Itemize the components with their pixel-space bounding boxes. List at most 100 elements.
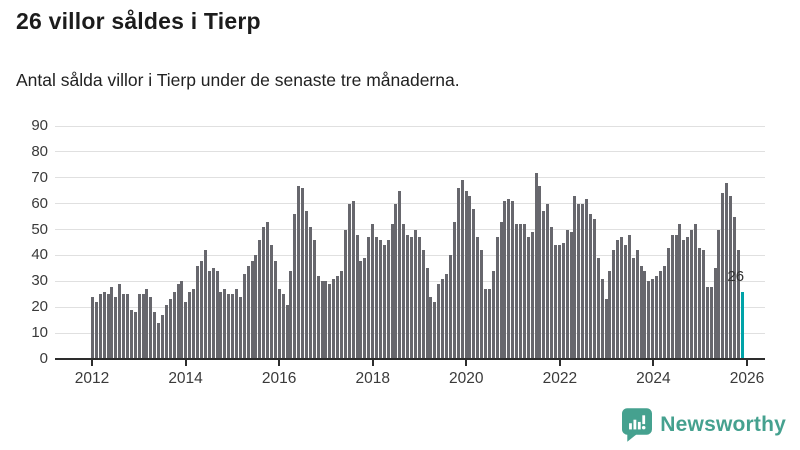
bar [301,188,305,359]
bar [371,224,375,359]
bar [526,237,530,359]
bar [281,294,285,359]
x-axis-label: 2016 [261,370,297,387]
bar [293,214,297,359]
bar [592,219,596,359]
bar [736,250,740,359]
x-axis-label: 2012 [74,370,110,387]
bar [581,203,585,359]
bar [433,302,437,359]
bar [437,283,441,359]
bar [534,172,538,359]
bar [285,304,289,359]
bar [530,232,534,359]
bar [732,216,736,359]
bar [429,296,433,359]
bar [452,221,456,359]
y-axis-label: 0 [39,350,48,367]
x-axis-label: 2020 [449,370,484,387]
bar [639,265,643,359]
brand-name: Newsworthy [660,413,786,436]
bar [585,198,589,359]
bar [476,237,480,359]
bar [328,283,332,359]
plot-area: 2012 2014 2016 2018 2020 2022 2024 2026 26 [55,125,765,387]
bar [98,294,102,359]
bar [495,237,499,359]
bar [320,281,324,359]
bar [697,247,701,359]
highlight-value-label: 26 [727,267,745,285]
bar [196,265,200,359]
bar [542,211,546,359]
bar [503,201,507,359]
y-axis-label: 30 [31,272,48,290]
x-axis-tick [91,360,93,366]
newsworthy-bubble-icon [622,408,653,442]
bar [207,270,211,359]
bar [114,296,118,359]
y-axis-label: 90 [31,117,48,134]
bar [367,237,371,359]
bar [137,294,141,359]
bar [577,203,581,359]
bar [203,250,207,359]
bar [304,211,308,359]
bar [631,258,635,359]
bar [336,276,340,359]
bar [507,198,511,359]
bar [705,286,709,359]
bar [725,182,729,359]
bar [487,289,491,359]
bar [417,237,421,359]
bar [557,245,561,359]
bar [483,289,487,359]
x-axis-tick [278,360,281,366]
bar [168,299,172,359]
gridline [55,177,765,179]
bar [269,245,273,359]
bar [254,255,258,359]
bar [472,208,476,359]
x-axis-label: 2014 [168,370,203,387]
bar [289,270,293,359]
bar [460,180,464,359]
bars-container [91,126,746,359]
bar [499,221,503,359]
bar [176,283,180,359]
bar [390,224,394,359]
bar [713,268,717,359]
y-axis-label: 20 [31,298,48,316]
bar [612,250,616,359]
bar [340,270,343,359]
bar [347,203,351,359]
bar [402,224,406,359]
bar [258,239,262,359]
bar [184,302,188,359]
x-axis-label: 2024 [636,370,671,387]
bar [561,242,565,359]
bar [448,255,452,359]
bar [359,260,363,359]
bar [643,270,647,359]
bar [122,294,126,359]
bar [172,291,176,359]
bar [211,268,215,359]
y-axis-label: 10 [31,324,48,342]
bar [694,224,698,359]
gridline [55,151,765,153]
bar [246,265,250,359]
bar [149,296,153,359]
bar [351,201,355,359]
bar [651,278,655,359]
y-axis-label: 50 [31,220,48,238]
bar [624,245,628,359]
bar [456,188,460,359]
bar [231,294,235,359]
bar [550,226,554,359]
bar [242,273,246,359]
bar [627,234,631,359]
bar [386,239,390,359]
bar [682,239,686,359]
bar [729,195,733,359]
